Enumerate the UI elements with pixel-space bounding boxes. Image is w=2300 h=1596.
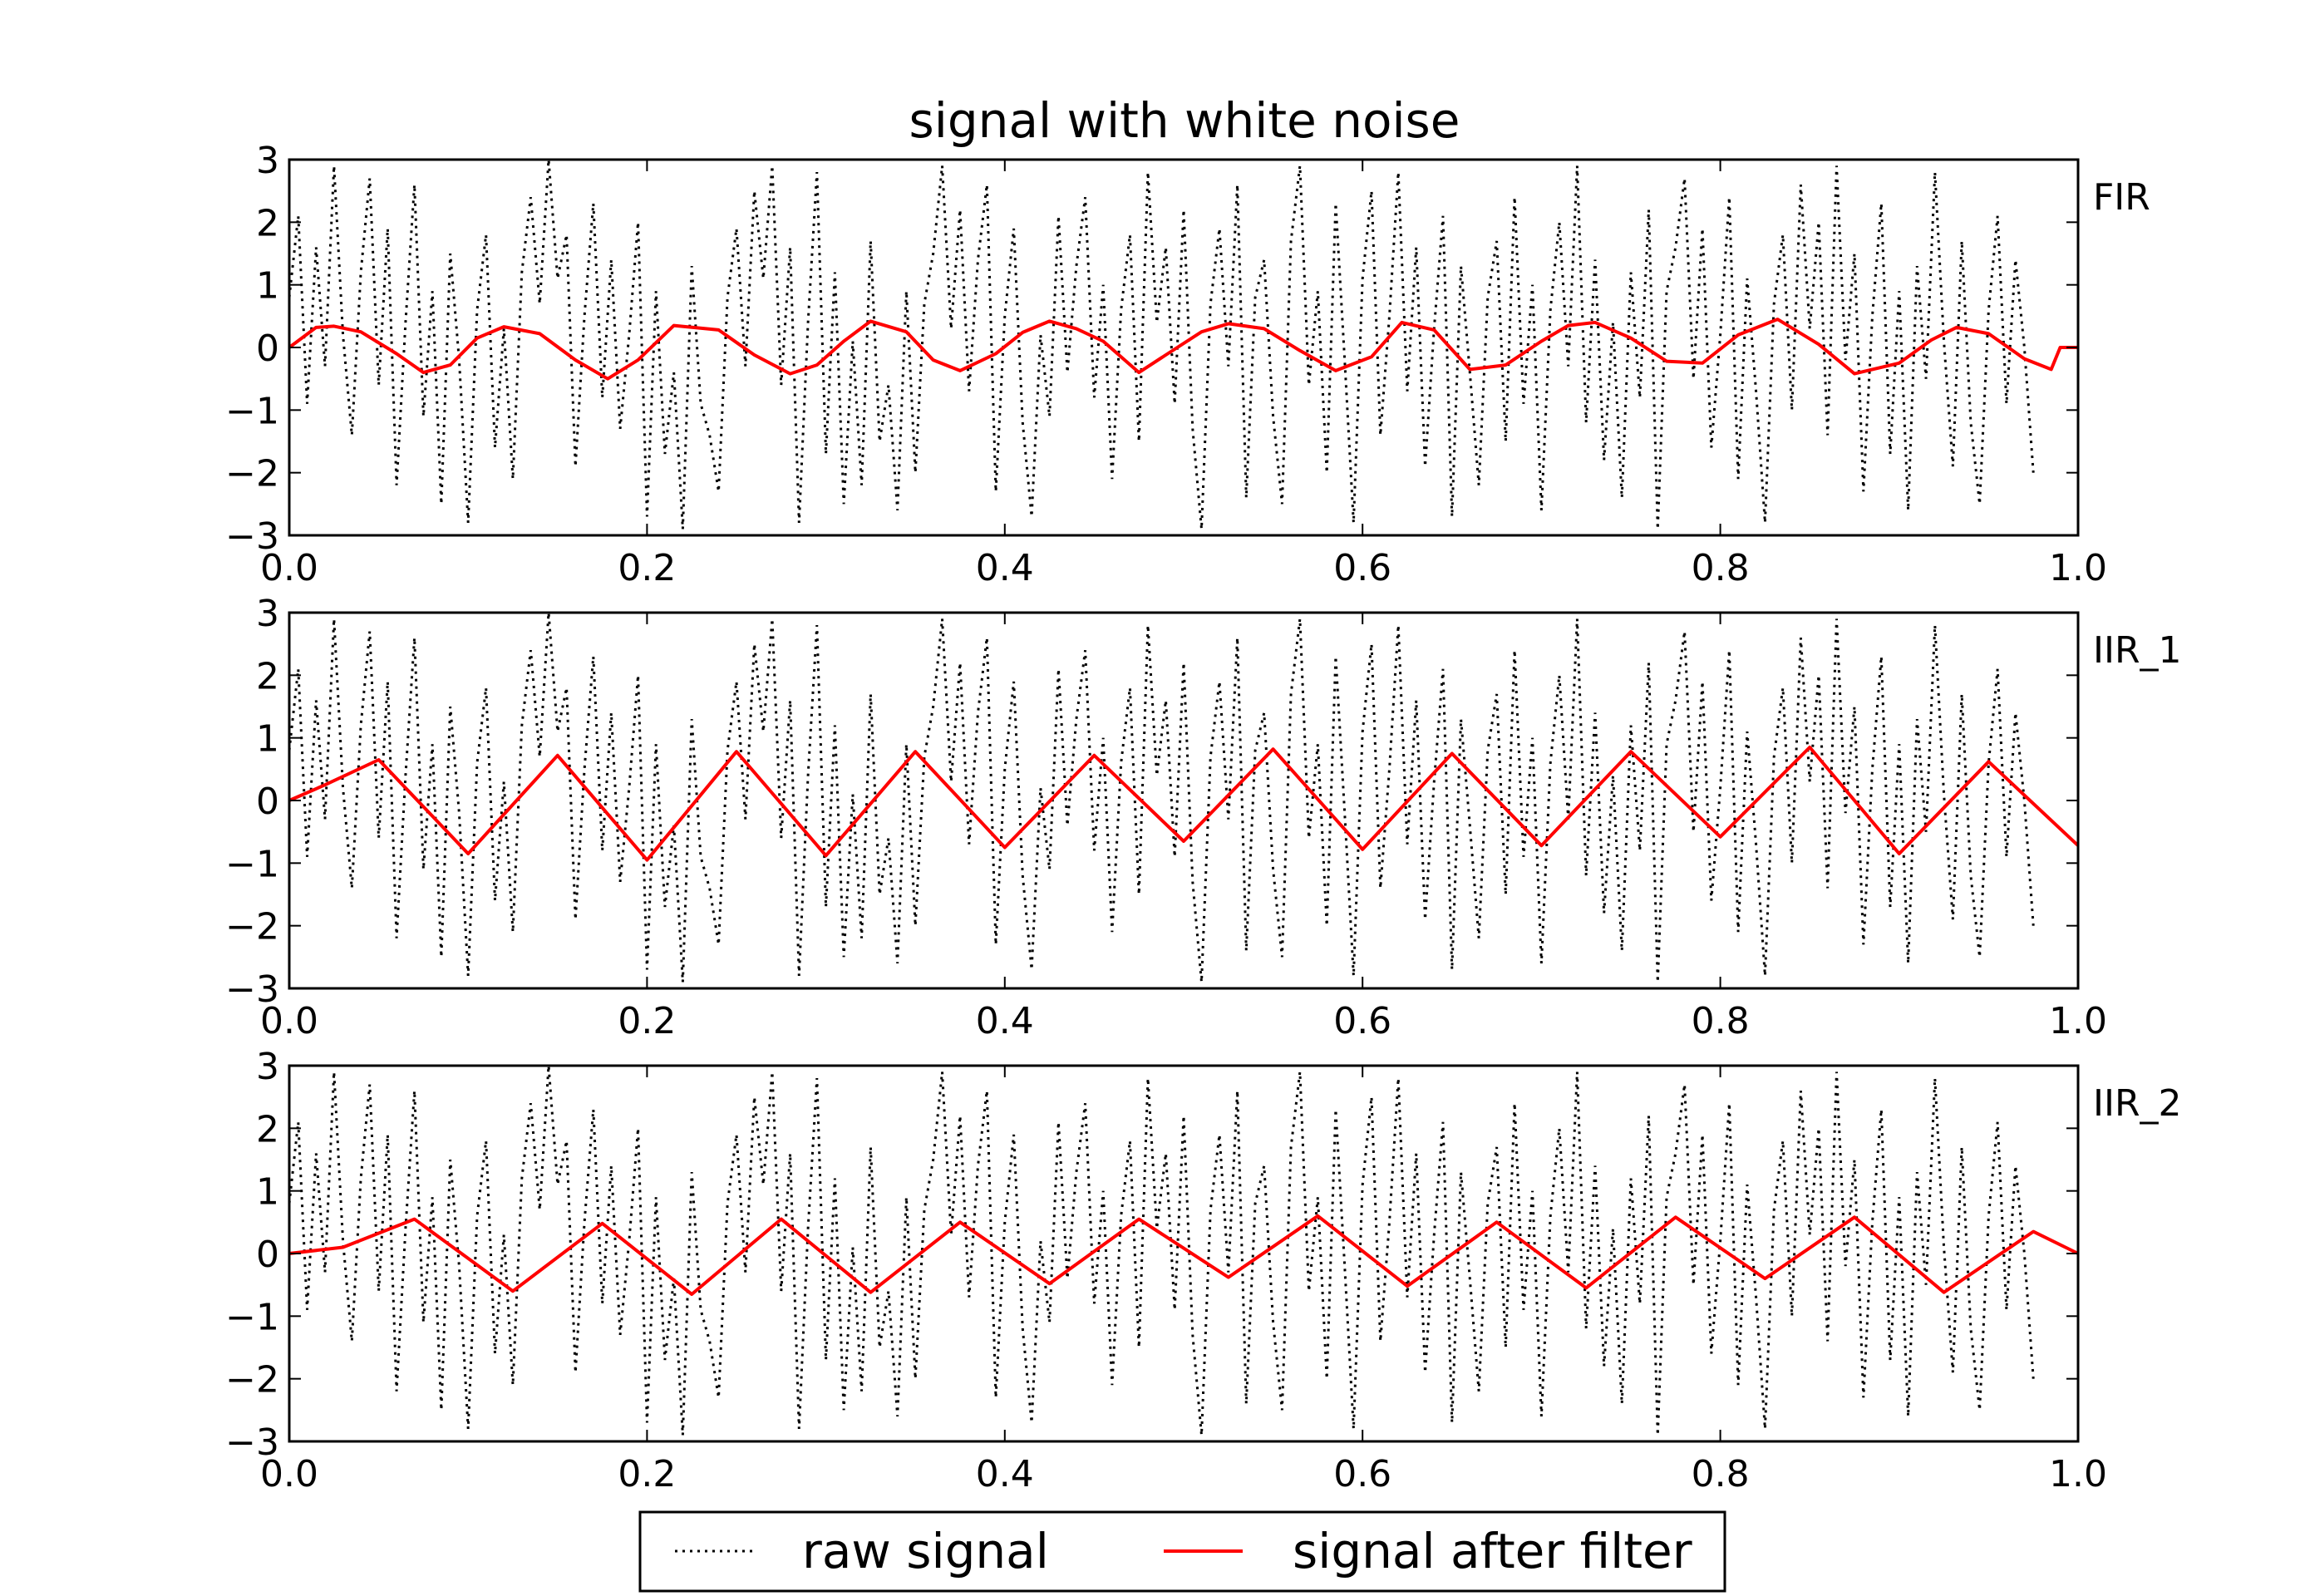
- axes-frame: [288, 611, 2080, 990]
- legend-filtered-label: signal after filter: [1293, 1523, 1692, 1579]
- x-tick-label: 1.0: [2049, 1453, 2107, 1495]
- x-tick-label: 0.0: [260, 547, 318, 589]
- x-tick-label: 0.8: [1692, 1000, 1750, 1042]
- x-tick-label: 0.6: [1333, 547, 1391, 589]
- y-tick-label: 2: [256, 655, 279, 697]
- axes-frame: [288, 1064, 2080, 1443]
- y-tick-label: 1: [256, 1171, 279, 1214]
- x-tick-label: 0.6: [1333, 1453, 1391, 1495]
- x-tick-label: 0.2: [618, 1453, 676, 1495]
- panel-label: FIR: [2093, 176, 2150, 219]
- filtered-signal-line: [288, 1214, 2079, 1296]
- y-tick-label: −3: [225, 1421, 279, 1464]
- y-tick-label: −1: [225, 843, 279, 885]
- x-tick-label: 0.0: [260, 1453, 318, 1495]
- y-tick-label: −1: [225, 1296, 279, 1338]
- x-tick-label: 0.4: [976, 1000, 1034, 1042]
- panels: 0.0 0.2 0.4 0.6 0.8 1.0 3 2 1 0 −1 −2 −3 FIR 0.0 0.2 0.4…: [225, 140, 2181, 1495]
- y-tick-label: −3: [225, 968, 279, 1011]
- raw-signal-line: [288, 1065, 2035, 1436]
- legend-raw-label: raw signal: [802, 1523, 1049, 1579]
- y-tick-label: 1: [256, 718, 279, 761]
- raw-signal-line: [288, 159, 2035, 530]
- y-tick-label: 3: [256, 593, 279, 635]
- y-tick-label: 3: [256, 1046, 279, 1088]
- raw-signal-line: [288, 612, 2035, 983]
- x-tick-label: 1.0: [2049, 547, 2107, 589]
- x-tick-label: 1.0: [2049, 1000, 2107, 1042]
- y-tick-label: −3: [225, 515, 279, 558]
- chart-title: signal with white noise: [909, 92, 1460, 149]
- x-tick-label: 0.4: [976, 1453, 1034, 1495]
- x-tick-label: 0.8: [1692, 547, 1750, 589]
- x-tick-label: 0.0: [260, 1000, 318, 1042]
- x-tick-label: 0.2: [618, 547, 676, 589]
- y-tick-label: −2: [225, 453, 279, 495]
- y-tick-label: −2: [225, 906, 279, 948]
- y-tick-label: −2: [225, 1359, 279, 1401]
- x-tick-label: 0.6: [1333, 1000, 1391, 1042]
- y-tick-label: 0: [256, 781, 279, 823]
- y-tick-label: −1: [225, 390, 279, 432]
- panel-fir: 0.0 0.2 0.4 0.6 0.8 1.0 3 2 1 0 −1 −2 −3 FIR: [225, 140, 2150, 589]
- panel-label: IIR_1: [2093, 629, 2182, 672]
- filtered-signal-line: [288, 318, 2078, 381]
- y-tick-label: 1: [256, 265, 279, 308]
- y-tick-label: 0: [256, 328, 279, 370]
- x-tick-label: 0.2: [618, 1000, 676, 1042]
- y-tick-label: 2: [256, 1108, 279, 1150]
- panel-iir-2: 0.0 0.2 0.4 0.6 0.8 1.0 3 2 1 0 −1 −2 −3 IIR_2: [225, 1046, 2181, 1495]
- x-tick-label: 0.8: [1692, 1453, 1750, 1495]
- y-tick-label: 2: [256, 202, 279, 244]
- legend: raw signal signal after filter: [638, 1510, 1726, 1593]
- y-tick-label: 0: [256, 1234, 279, 1276]
- y-tick-label: 3: [256, 140, 279, 182]
- x-tick-label: 0.4: [976, 547, 1034, 589]
- filtered-signal-line: [288, 746, 2080, 862]
- panel-iir-1: 0.0 0.2 0.4 0.6 0.8 1.0 3 2 1 0 −1 −2 −3 IIR_1: [225, 593, 2181, 1042]
- panel-label: IIR_2: [2093, 1082, 2182, 1125]
